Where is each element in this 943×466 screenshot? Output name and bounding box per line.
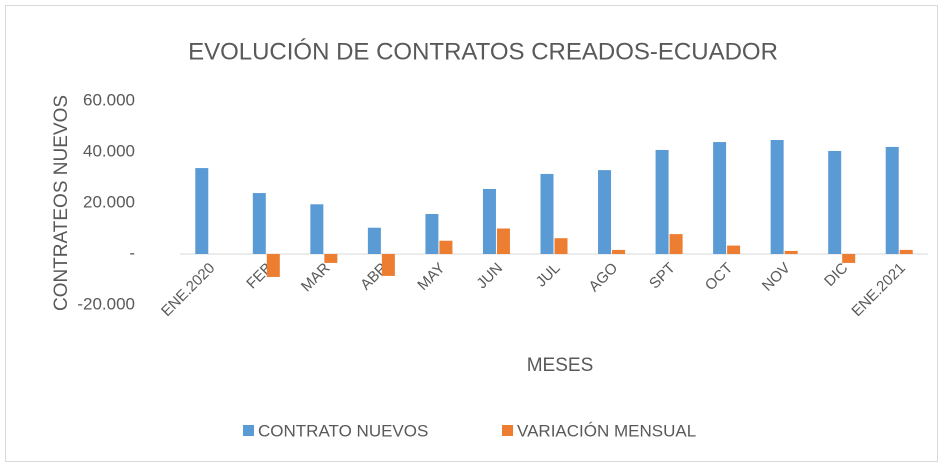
bar	[482, 188, 496, 254]
y-tick-label: -20.000	[77, 294, 135, 313]
bar	[367, 227, 381, 254]
bar	[252, 193, 266, 254]
bar	[612, 249, 626, 254]
bar	[828, 150, 842, 254]
bar	[439, 240, 453, 254]
bar	[324, 254, 338, 263]
bar	[713, 142, 727, 254]
legend-label: CONTRATO NUEVOS	[258, 421, 428, 440]
chart-border	[5, 5, 938, 462]
bar	[554, 238, 568, 254]
bar	[496, 228, 510, 254]
bar	[310, 204, 324, 254]
bar	[784, 250, 798, 254]
bar	[598, 170, 612, 254]
legend-swatch	[502, 425, 513, 436]
bar	[266, 254, 280, 277]
y-tick-label: 60.000	[83, 90, 135, 109]
bar	[381, 254, 395, 276]
y-tick-label: 20.000	[83, 192, 135, 211]
bar	[727, 245, 741, 254]
bar	[669, 234, 683, 254]
bar	[842, 254, 856, 263]
legend-swatch	[243, 425, 254, 436]
y-axis-title: CONTRATEOS NUEVOS	[51, 95, 72, 311]
y-tick-label: -	[129, 243, 135, 262]
bar	[655, 149, 669, 254]
y-tick-label: 40.000	[83, 141, 135, 160]
chart-title: EVOLUCIÓN DE CONTRATOS CREADOS-ECUADOR	[188, 38, 778, 65]
bar	[425, 213, 439, 254]
bar	[899, 249, 913, 254]
legend-label: VARIACIÓN MENSUAL	[517, 421, 696, 440]
bar	[770, 140, 784, 254]
bar	[885, 146, 899, 254]
bar	[540, 173, 554, 254]
x-axis-title: MESES	[527, 355, 594, 376]
bar	[195, 168, 209, 254]
